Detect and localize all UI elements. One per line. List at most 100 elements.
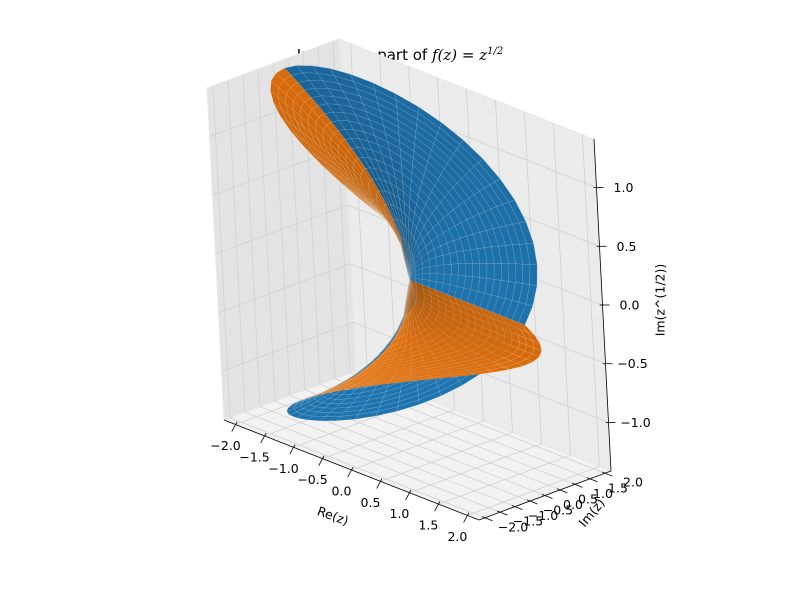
surface-patch-principal	[321, 391, 331, 398]
surface-patch-negative	[330, 143, 341, 160]
z-tick-label: −1.0	[620, 415, 650, 430]
grid-line-x	[409, 111, 542, 494]
z-tick-label: −0.5	[617, 356, 647, 371]
x-tick	[260, 432, 267, 444]
surface-patch-principal	[429, 265, 438, 274]
title-exponent: 1/2	[487, 46, 504, 57]
surface-patch-negative	[355, 185, 370, 202]
surface-patch-negative	[322, 159, 342, 179]
surface-patch-principal	[529, 264, 538, 287]
surface-patch-negative	[431, 374, 455, 380]
z-tick-label: 0.0	[620, 298, 640, 313]
y-tick	[541, 493, 553, 499]
surface-patch-principal	[500, 263, 509, 282]
surface-patch-principal	[429, 273, 438, 283]
grid-line-y	[227, 80, 501, 513]
surface-patch-negative	[359, 192, 375, 208]
surface-patch-principal	[479, 263, 488, 279]
surface-patch-negative	[295, 119, 309, 138]
title-eq: =	[457, 46, 480, 64]
x-tick-label: 0.5	[361, 495, 381, 510]
grid-line-y	[242, 74, 516, 507]
x-axis-label: Re(z)	[315, 503, 350, 528]
surface-patch-negative	[323, 166, 347, 187]
grid-line-y	[212, 85, 486, 519]
x-tick	[289, 444, 296, 455]
z-tick-label: 1.0	[614, 180, 634, 195]
surface-patch-principal	[408, 266, 416, 280]
surface-patch-negative	[408, 279, 412, 312]
x-tick-label: −1.5	[239, 449, 269, 464]
surface-patch-principal	[436, 273, 445, 284]
y-tick	[571, 482, 583, 488]
surface-patch-principal	[449, 274, 459, 287]
surface-patch-principal	[508, 263, 516, 283]
surface-patch-negative	[330, 137, 339, 153]
x-tick	[463, 512, 470, 523]
y-tick	[601, 471, 613, 477]
axes-lines-ticks: −2.0−1.5−1.0−0.50.00.51.01.52.0−2.0−1.5−…	[210, 138, 651, 544]
surface-patch-negative	[369, 200, 383, 216]
surface-patch-principal	[422, 273, 431, 281]
surface-patch-negative	[376, 197, 385, 213]
z-axis-label: Im(z^(1/2))	[653, 264, 668, 337]
surface-patch-principal	[324, 411, 346, 418]
title-base: z	[479, 46, 488, 64]
x-tick-label: −0.5	[297, 472, 327, 487]
surface-patch-principal	[515, 263, 524, 284]
grid-line-y	[257, 69, 531, 502]
y-tick-label: 0.5	[578, 491, 598, 506]
y-tick-label: 2.0	[623, 475, 643, 490]
surface-patch-principal	[293, 405, 304, 413]
surface-patch-principal	[383, 339, 393, 350]
surface-patch-principal	[403, 279, 410, 317]
surface-patch-negative	[344, 176, 361, 193]
x-tick	[434, 501, 441, 512]
surface-patch-negative	[301, 131, 318, 151]
surface-patch-principal	[472, 263, 480, 278]
surface-patch-negative	[342, 170, 357, 187]
surface-patch-negative	[404, 279, 410, 317]
surface-patch-principal	[443, 263, 452, 275]
surface-patch-negative	[355, 188, 372, 205]
surface-patch-negative	[373, 205, 386, 220]
surface-patch-negative	[349, 188, 372, 208]
x-tick-label: 1.0	[390, 506, 410, 521]
surface-patch-negative	[387, 220, 397, 235]
grid-line-x	[467, 134, 600, 516]
y-tick-label: 1.0	[593, 486, 613, 501]
grid-line-y	[287, 57, 561, 491]
surface-patch-principal	[395, 93, 420, 114]
surface-patch-negative	[355, 181, 368, 197]
surface-patches	[270, 65, 542, 422]
surface-patch-principal	[493, 262, 502, 281]
surface-patch-principal	[486, 263, 495, 280]
y-tick	[511, 505, 523, 510]
grid-line-z	[221, 321, 609, 423]
y-tick	[556, 488, 568, 494]
surface-patch-principal	[442, 273, 452, 286]
y-tick-label: −1.5	[513, 514, 543, 529]
surface-patch-principal	[354, 411, 378, 420]
surface-patch-principal	[436, 264, 445, 275]
x-tick-label: −2.0	[210, 438, 240, 453]
title-fz-arg: (z)	[437, 46, 458, 64]
x-tick	[318, 455, 325, 466]
surface-patch-principal	[406, 242, 410, 280]
y-tick-label: 1.5	[608, 480, 628, 495]
surface-patch-principal	[408, 278, 416, 283]
surface-patch-principal	[522, 263, 531, 285]
surface-patch-negative	[366, 381, 390, 387]
y-tick-label: −2.0	[498, 519, 528, 534]
x-tick	[231, 421, 238, 432]
surface-patch-principal	[450, 263, 459, 276]
x-tick-label: 2.0	[447, 529, 467, 544]
surface-patch-principal	[345, 392, 362, 400]
surface-patch-negative	[374, 202, 385, 217]
surface-patch-negative	[408, 279, 415, 309]
y-tick	[526, 499, 538, 505]
surface-patch-negative	[300, 107, 309, 124]
grid-line-y	[302, 52, 576, 485]
surface-patch-negative	[316, 149, 334, 168]
title-fz: f	[431, 46, 438, 64]
